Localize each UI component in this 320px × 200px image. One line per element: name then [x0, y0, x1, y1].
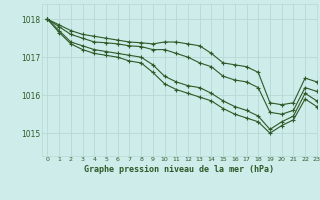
X-axis label: Graphe pression niveau de la mer (hPa): Graphe pression niveau de la mer (hPa)	[84, 165, 274, 174]
